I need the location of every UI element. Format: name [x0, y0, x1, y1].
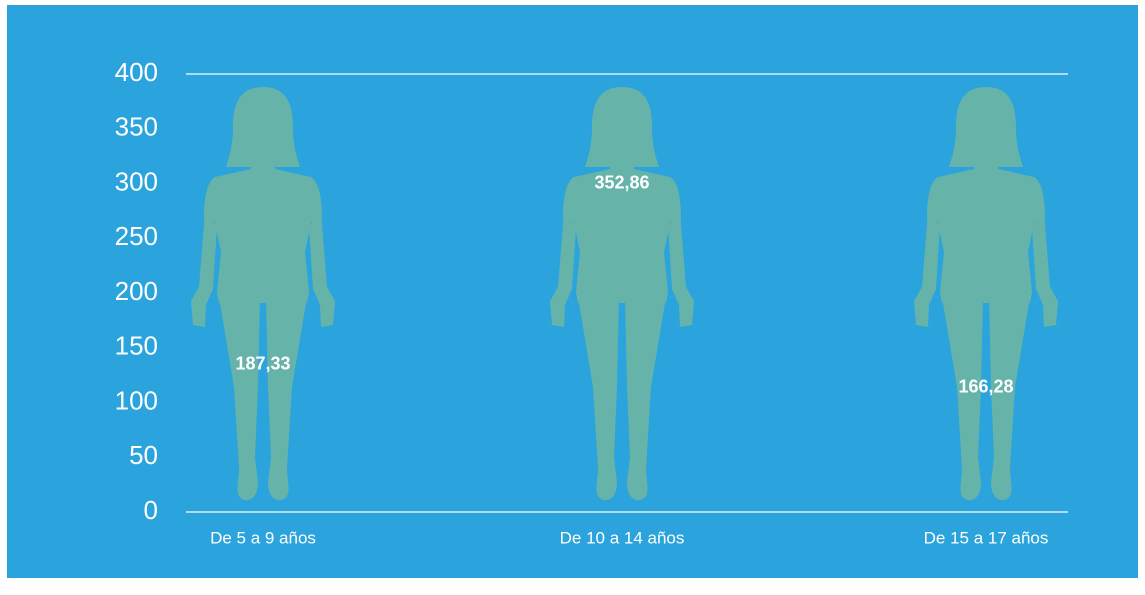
x-tick-label: De 15 a 17 años	[924, 528, 1049, 547]
value-label: 352,86	[594, 172, 649, 192]
value-label: 187,33	[235, 354, 290, 374]
y-tick-label: 300	[115, 166, 158, 196]
y-tick-label: 250	[115, 221, 158, 251]
x-tick-label: De 5 a 9 años	[210, 528, 316, 547]
y-tick-label: 350	[115, 112, 158, 142]
value-label: 166,28	[958, 377, 1013, 397]
y-tick-label: 100	[115, 385, 158, 415]
y-tick-label: 400	[115, 57, 158, 87]
y-tick-label: 150	[115, 331, 158, 361]
y-tick-label: 50	[129, 440, 158, 470]
y-tick-label: 0	[144, 495, 158, 525]
y-tick-label: 200	[115, 276, 158, 306]
x-tick-label: De 10 a 14 años	[560, 528, 685, 547]
